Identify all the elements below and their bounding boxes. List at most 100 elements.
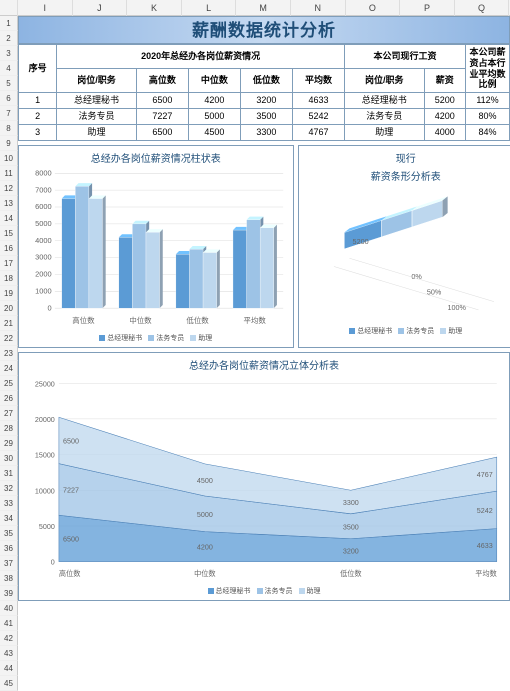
- svg-text:5200: 5200: [352, 236, 368, 245]
- bar3d-title1: 现行: [303, 150, 509, 165]
- cell[interactable]: 3: [19, 124, 57, 140]
- svg-text:8000: 8000: [35, 168, 52, 177]
- bar-chart-box: 总经办各岗位薪资情况柱状表 01000200030004000500060007…: [18, 145, 294, 348]
- svg-text:低位数: 低位数: [340, 569, 361, 578]
- svg-text:3000: 3000: [35, 252, 52, 261]
- cell[interactable]: 4200: [188, 93, 240, 109]
- svg-text:7000: 7000: [35, 185, 52, 194]
- cell[interactable]: 4000: [424, 124, 465, 140]
- cell[interactable]: 4500: [188, 124, 240, 140]
- bar-chart-legend: 总经理秘书法务专员助理: [23, 333, 289, 343]
- legend-item: 法务专员: [257, 586, 293, 596]
- legend-item: 法务专员: [398, 326, 434, 336]
- svg-text:6500: 6500: [63, 535, 79, 543]
- cell[interactable]: 法务专员: [344, 108, 424, 124]
- svg-text:10000: 10000: [35, 487, 55, 495]
- svg-text:3300: 3300: [343, 499, 359, 507]
- svg-text:4500: 4500: [197, 477, 213, 485]
- svg-text:中位数: 中位数: [129, 315, 152, 325]
- table-row[interactable]: 3助理6500450033004767助理400084%: [19, 124, 510, 140]
- svg-text:平均数: 平均数: [244, 315, 267, 325]
- svg-text:7227: 7227: [63, 486, 79, 494]
- svg-text:15000: 15000: [35, 452, 55, 460]
- svg-text:6000: 6000: [35, 202, 52, 211]
- svg-text:4000: 4000: [35, 235, 52, 244]
- cell[interactable]: 助理: [344, 124, 424, 140]
- cell[interactable]: 7227: [136, 108, 188, 124]
- th-group3: 本公司薪资占本行业平均数比例: [466, 45, 510, 93]
- svg-text:5000: 5000: [197, 511, 213, 519]
- cell[interactable]: 5200: [424, 93, 465, 109]
- svg-text:4767: 4767: [477, 471, 493, 479]
- svg-text:1000: 1000: [35, 286, 52, 295]
- cell[interactable]: 总经理秘书: [344, 93, 424, 109]
- row-headers: 1234567891011121314151617181920212223242…: [0, 16, 18, 691]
- svg-text:低位数: 低位数: [186, 315, 209, 325]
- svg-text:5242: 5242: [477, 507, 493, 515]
- svg-text:25000: 25000: [35, 380, 55, 388]
- svg-text:高位数: 高位数: [72, 315, 95, 325]
- legend-item: 助理: [190, 333, 212, 343]
- area-chart-box: 总经办各岗位薪资情况立体分析表 0 5000 10000 15000 20000 2500…: [18, 352, 510, 601]
- th-group2: 本公司现行工资: [344, 45, 465, 69]
- th-group1: 2020年总经办各岗位薪资情况: [57, 45, 345, 69]
- svg-text:2000: 2000: [35, 269, 52, 278]
- cell[interactable]: 1: [19, 93, 57, 109]
- cell[interactable]: 3300: [240, 124, 292, 140]
- svg-text:0: 0: [48, 303, 52, 312]
- th-sub: 岗位/职务: [57, 69, 137, 93]
- cell[interactable]: 84%: [466, 124, 510, 140]
- svg-text:0: 0: [51, 559, 55, 567]
- salary-table: 序号 2020年总经办各岗位薪资情况 本公司现行工资 本公司薪资占本行业平均数比…: [18, 44, 510, 141]
- legend-item: 总经理秘书: [208, 586, 251, 596]
- svg-text:4633: 4633: [477, 542, 493, 550]
- area-chart: 0500010000150002000025000高位数中位数低位数平均数650…: [23, 375, 505, 580]
- legend-item: 总经理秘书: [349, 326, 392, 336]
- cell[interactable]: 80%: [466, 108, 510, 124]
- cell[interactable]: 3200: [240, 93, 292, 109]
- cell[interactable]: 5000: [188, 108, 240, 124]
- svg-text:3500: 3500: [343, 523, 359, 531]
- area-chart-title: 总经办各岗位薪资情况立体分析表: [23, 357, 505, 372]
- cell[interactable]: 4767: [292, 124, 344, 140]
- svg-text:100%: 100%: [447, 302, 466, 311]
- th-sub: 高位数: [136, 69, 188, 93]
- svg-text:20000: 20000: [35, 416, 55, 424]
- area-chart-legend: 总经理秘书法务专员助理: [23, 586, 505, 596]
- column-headers: IJKLMNOPQ: [0, 0, 510, 16]
- bar-chart: 0 1000 2000 3000 4000 5000 6000 7000 8000 高位数 中位数 低…: [23, 168, 289, 327]
- worksheet: 薪酬数据统计分析 序号 2020年总经办各岗位薪资情况 本公司现行工资 本公司薪…: [18, 16, 510, 601]
- svg-text:5000: 5000: [35, 219, 52, 228]
- bar3d-title2: 薪资条形分析表: [303, 168, 509, 183]
- bar3d-chart-box: 现行 薪资条形分析表 52000%50%100% 总经理秘书法务专员助理: [298, 145, 510, 348]
- th-seq: 序号: [19, 45, 57, 93]
- svg-text:中位数: 中位数: [194, 569, 215, 578]
- svg-text:平均数: 平均数: [475, 569, 496, 578]
- th-sub: 中位数: [188, 69, 240, 93]
- legend-item: 总经理秘书: [99, 333, 142, 343]
- cell[interactable]: 2: [19, 108, 57, 124]
- svg-text:3200: 3200: [343, 547, 359, 555]
- cell[interactable]: 助理: [57, 124, 137, 140]
- th-sub: 低位数: [240, 69, 292, 93]
- table-row[interactable]: 2法务专员7227500035005242法务专员420080%: [19, 108, 510, 124]
- svg-text:4200: 4200: [197, 544, 213, 552]
- cell[interactable]: 总经理秘书: [57, 93, 137, 109]
- svg-text:6500: 6500: [63, 437, 79, 445]
- cell[interactable]: 112%: [466, 93, 510, 109]
- cell[interactable]: 3500: [240, 108, 292, 124]
- th-sub: 薪资: [424, 69, 465, 93]
- cell[interactable]: 法务专员: [57, 108, 137, 124]
- legend-item: 法务专员: [148, 333, 184, 343]
- table-row[interactable]: 1总经理秘书6500420032004633总经理秘书5200112%: [19, 93, 510, 109]
- th-sub: 岗位/职务: [344, 69, 424, 93]
- page-title: 薪酬数据统计分析: [18, 16, 510, 44]
- cell[interactable]: 4633: [292, 93, 344, 109]
- cell[interactable]: 6500: [136, 93, 188, 109]
- cell[interactable]: 6500: [136, 124, 188, 140]
- cell[interactable]: 5242: [292, 108, 344, 124]
- svg-text:5000: 5000: [39, 523, 55, 531]
- bar3d-chart: 52000%50%100%: [303, 186, 509, 320]
- legend-item: 助理: [299, 586, 321, 596]
- cell[interactable]: 4200: [424, 108, 465, 124]
